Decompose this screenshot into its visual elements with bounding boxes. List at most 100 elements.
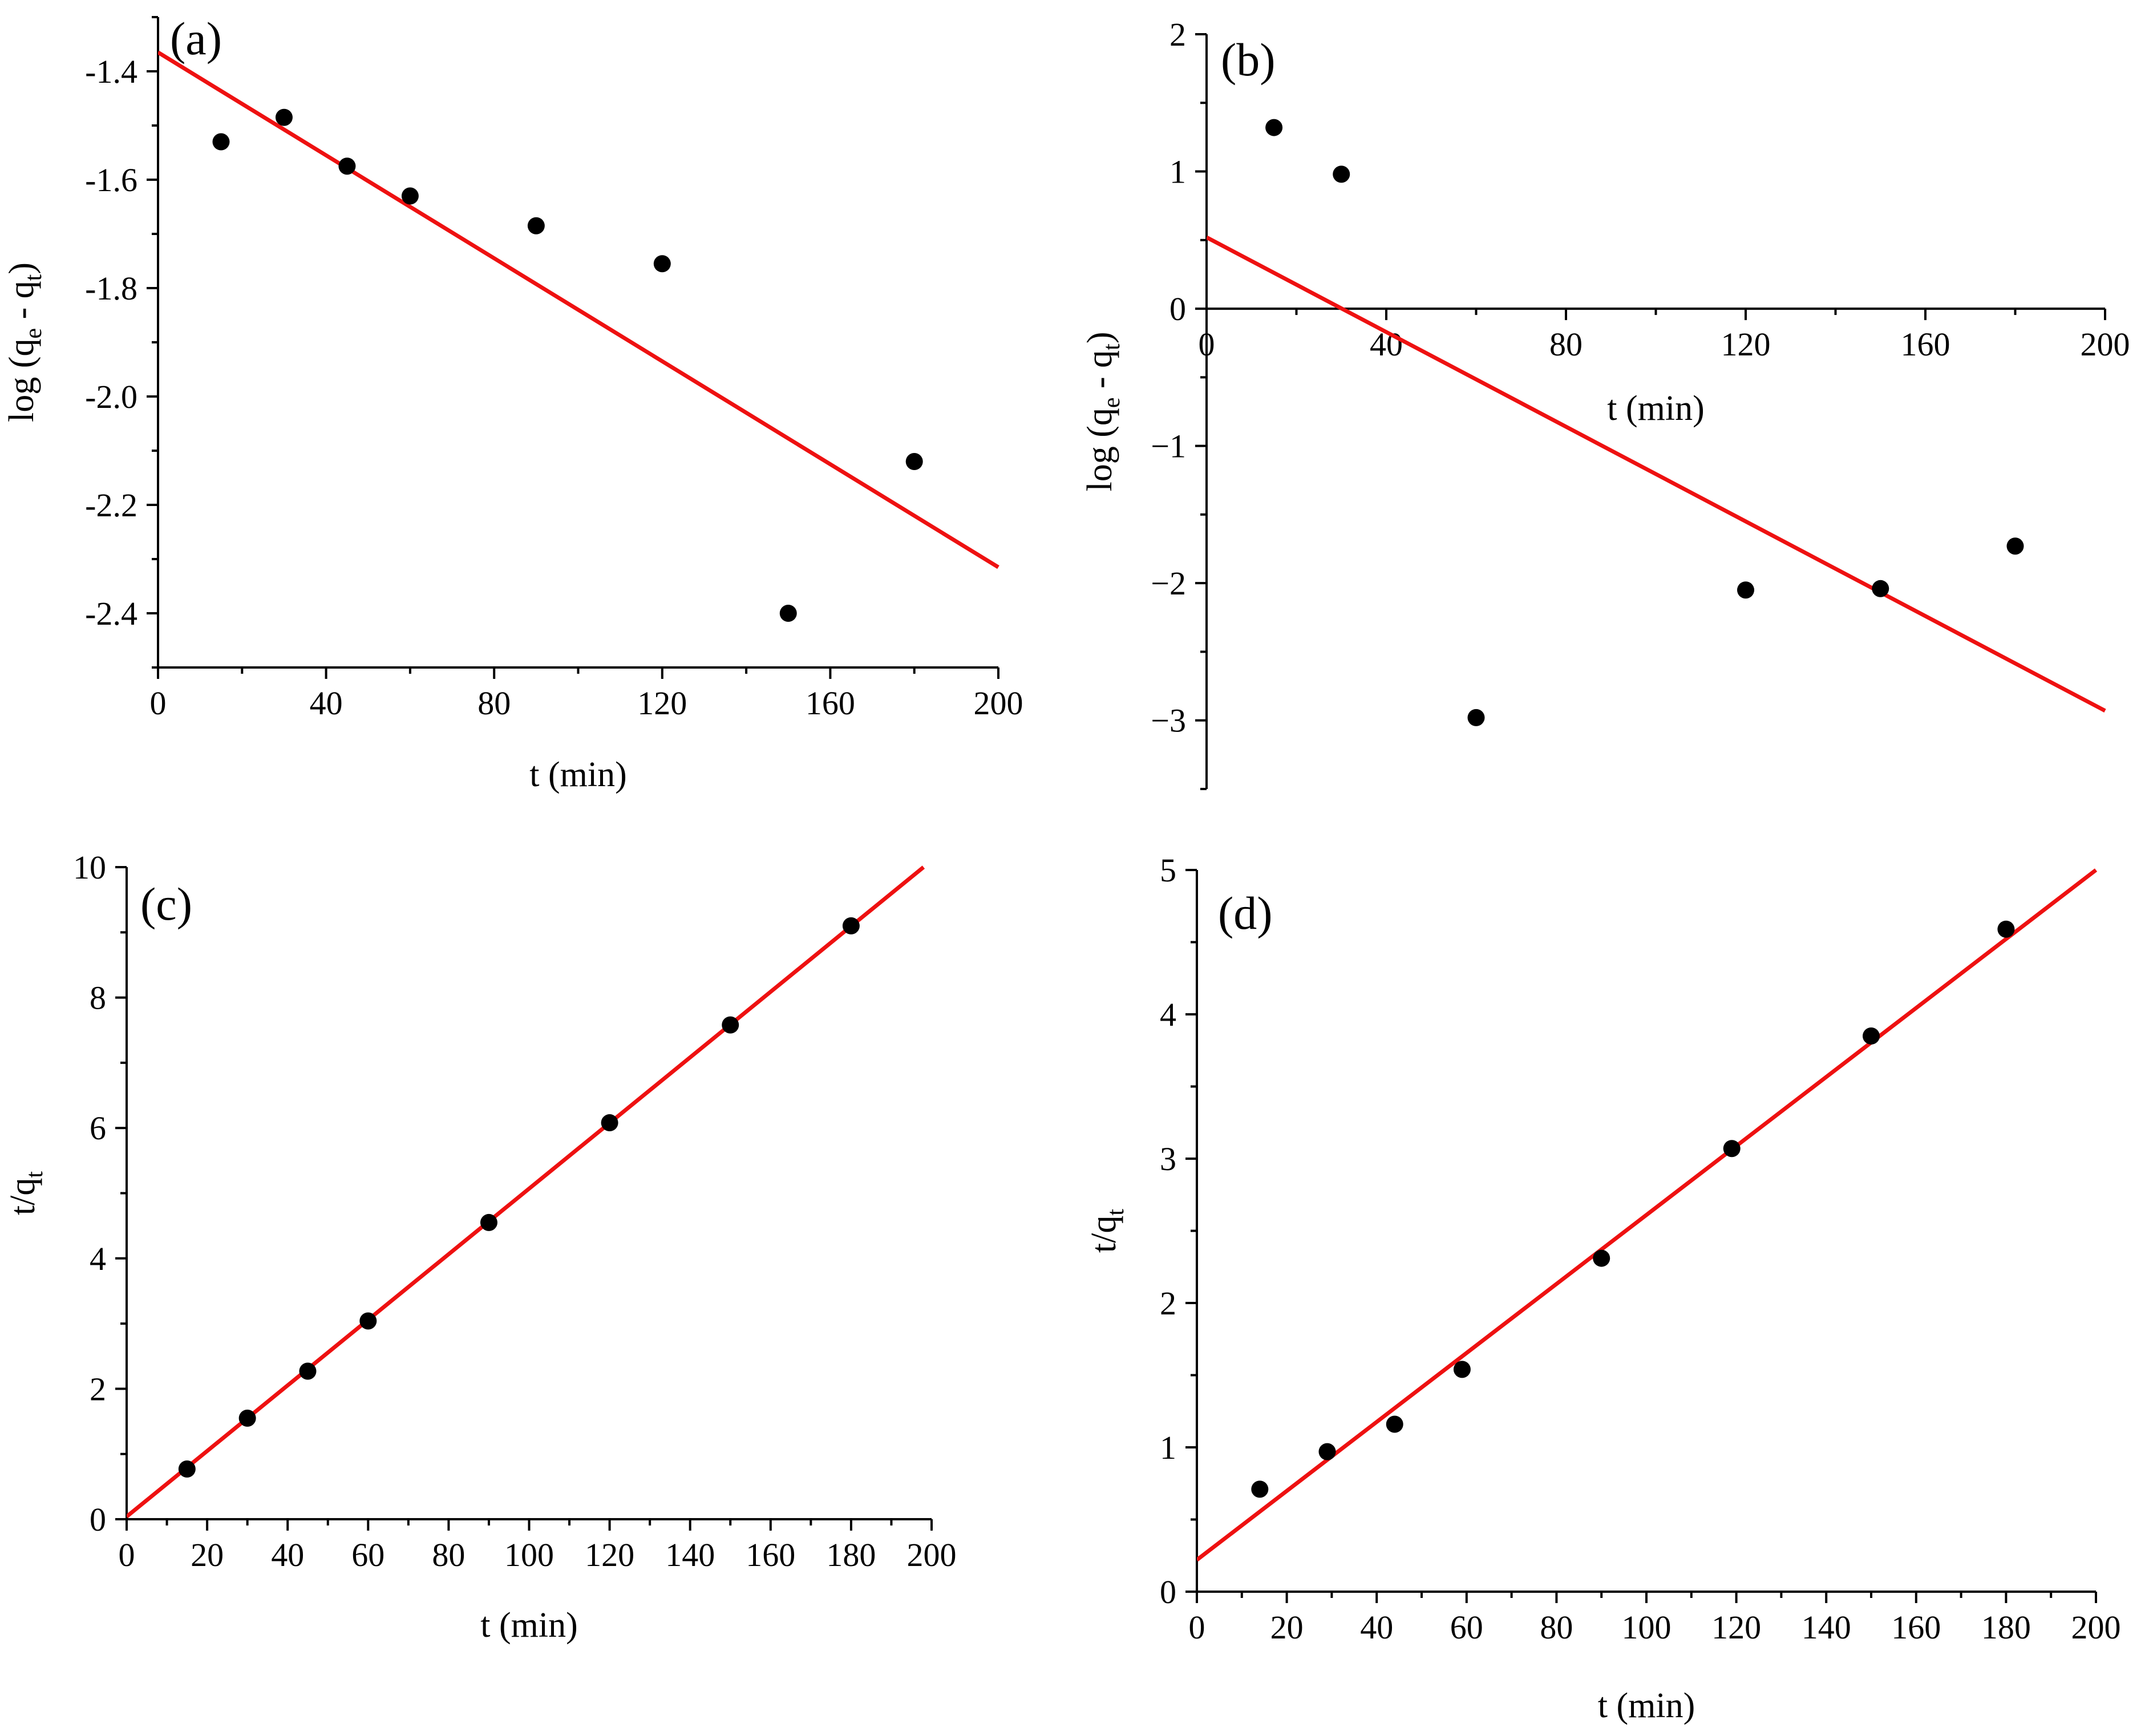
y-tick-label: 0 — [1160, 1573, 1176, 1610]
x-tick-label: 40 — [271, 1536, 304, 1573]
data-point — [238, 1409, 256, 1427]
data-point — [601, 1114, 618, 1132]
data-point — [1386, 1415, 1403, 1433]
x-tick-label: 120 — [637, 685, 687, 722]
data-point — [1872, 580, 1889, 597]
y-axis-title-sub1: e — [21, 328, 47, 339]
data-point — [1863, 1027, 1880, 1045]
y-axis-title: log (qe - qt) — [2, 262, 47, 422]
linear-fit-line — [127, 865, 925, 1519]
x-tick-label: 60 — [351, 1536, 385, 1573]
y-tick-label: 6 — [90, 1110, 106, 1147]
x-tick-label: 200 — [974, 685, 1023, 722]
y-axis-title: t/qt — [3, 1171, 48, 1215]
linear-fit-line — [1197, 868, 2098, 1562]
data-point — [527, 217, 545, 234]
data-point — [338, 157, 356, 175]
x-tick-label: 40 — [1360, 1609, 1393, 1646]
y-tick-label: -1.4 — [85, 53, 137, 90]
y-tick-label: -2.0 — [85, 378, 137, 415]
y-axis-title-prefix: log (q — [2, 339, 41, 422]
data-point — [1737, 581, 1754, 599]
x-tick-label: 160 — [1891, 1609, 1941, 1646]
y-tick-label: 2 — [90, 1370, 106, 1407]
y-tick-label: 0 — [90, 1501, 106, 1538]
data-point — [2006, 537, 2024, 555]
data-point — [212, 133, 230, 151]
y-tick-label: −2 — [1151, 565, 1186, 602]
x-tick-label: 80 — [1549, 326, 1583, 363]
y-tick-label: -1.6 — [85, 161, 137, 199]
y-tick-label: -2.4 — [85, 595, 137, 632]
panel-label: (d) — [1218, 887, 1273, 939]
x-tick-label: 160 — [806, 685, 855, 722]
data-point — [299, 1362, 317, 1380]
y-axis-title: log (qe - qt) — [1080, 331, 1125, 491]
data-point — [1265, 119, 1283, 136]
x-axis-title: t (min) — [480, 1606, 577, 1645]
x-tick-label: 80 — [1540, 1609, 1573, 1646]
y-tick-label: 2 — [1160, 1285, 1176, 1322]
y-axis-title-prefix: t/q — [1084, 1216, 1123, 1253]
y-axis-title-prefix: log (q — [1080, 408, 1119, 491]
y-tick-label: 8 — [90, 980, 106, 1017]
data-point — [1318, 1443, 1336, 1460]
data-point — [1467, 709, 1485, 726]
data-point — [275, 108, 293, 126]
x-tick-label: 0 — [1189, 1609, 1205, 1646]
y-axis-title-sub1: t — [22, 1171, 48, 1178]
x-tick-label: 140 — [1802, 1609, 1851, 1646]
y-tick-label: 5 — [1160, 852, 1176, 889]
x-tick-label: 120 — [1721, 326, 1771, 363]
y-axis-title-suffix: ) — [1080, 331, 1119, 343]
x-tick-label: 40 — [310, 685, 343, 722]
panel-label: (a) — [170, 13, 222, 64]
x-axis-title: t (min) — [1607, 389, 1704, 428]
x-tick-label: 0 — [1199, 326, 1215, 363]
y-tick-label: -1.8 — [85, 270, 137, 307]
x-axis-title: t (min) — [1598, 1686, 1695, 1725]
y-axis-title: t/qt — [1084, 1209, 1129, 1253]
y-tick-label: 1 — [1169, 153, 1186, 191]
x-tick-label: 180 — [1981, 1609, 2031, 1646]
x-tick-label: 200 — [2071, 1609, 2121, 1646]
y-axis-title-prefix: t/q — [3, 1178, 42, 1215]
y-tick-label: 1 — [1160, 1429, 1176, 1466]
y-tick-label: 0 — [1169, 290, 1186, 327]
y-tick-label: 2 — [1169, 16, 1186, 53]
linear-fit-line — [1207, 235, 2106, 713]
y-axis-title-sub1: t — [1103, 1209, 1129, 1216]
data-point — [1723, 1140, 1741, 1158]
x-tick-label: 60 — [1450, 1609, 1483, 1646]
y-axis-title-middle: - q — [2, 281, 41, 328]
panel-d-kinetic-plot: 0 20 40 60 80 100 120 140 160 180 200 0 1 2 3 4 5 t (min)… — [1084, 852, 2121, 1725]
x-tick-label: 20 — [1270, 1609, 1304, 1646]
y-axis-title-sub2: t — [21, 274, 47, 281]
data-point — [722, 1016, 739, 1034]
x-tick-label: 140 — [665, 1536, 715, 1573]
y-tick-label: 4 — [1160, 996, 1176, 1033]
data-point — [1333, 165, 1350, 183]
data-point — [842, 917, 860, 934]
x-tick-label: 120 — [585, 1536, 634, 1573]
x-tick-label: 160 — [1901, 326, 1950, 363]
data-point — [359, 1312, 377, 1330]
y-axis-title-suffix: ) — [2, 262, 41, 274]
x-tick-label: 120 — [1711, 1609, 1761, 1646]
x-tick-label: 0 — [119, 1536, 135, 1573]
y-tick-label: 10 — [73, 849, 106, 886]
x-tick-label: 100 — [504, 1536, 554, 1573]
data-point — [1997, 920, 2015, 938]
panel-label: (b) — [1221, 34, 1276, 86]
data-point — [480, 1213, 497, 1231]
x-tick-label: 80 — [432, 1536, 465, 1573]
y-tick-label: 3 — [1160, 1140, 1176, 1177]
panel-label: (c) — [140, 878, 192, 930]
y-axis-title-middle: - q — [1080, 350, 1119, 398]
panel-a-kinetic-plot: 0 40 80 120 160 200 -1.4 -1.6 -1.8 -2.0 -2.2 -2.4 t … — [2, 13, 1023, 794]
x-tick-label: 100 — [1622, 1609, 1672, 1646]
y-axis-title-sub1: e — [1099, 397, 1125, 408]
